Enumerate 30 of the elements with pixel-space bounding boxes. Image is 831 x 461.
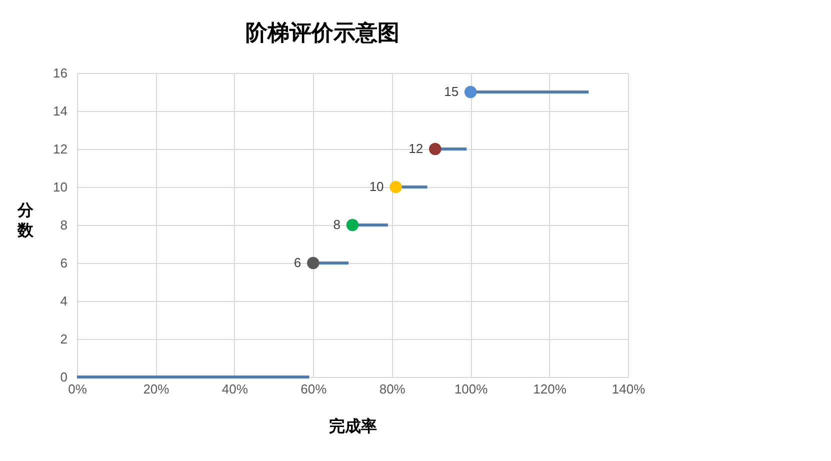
- point: [464, 86, 477, 98]
- data-label: 6: [294, 255, 302, 270]
- x-tick-label: 20%: [143, 382, 170, 396]
- y-tick-label: 12: [53, 142, 68, 156]
- x-tick-label: 40%: [222, 382, 248, 396]
- data-label: 8: [333, 217, 340, 232]
- data-label: 10: [369, 179, 384, 194]
- y-tick-label: 8: [60, 218, 68, 232]
- x-tick-label: 60%: [300, 382, 328, 396]
- chart-title: 阶梯评价示意图: [246, 20, 400, 45]
- y-tick-label: 6: [60, 256, 68, 270]
- point: [307, 256, 320, 270]
- x-tick-label: 140%: [612, 382, 646, 396]
- point: [390, 180, 402, 194]
- x-tick-label: 80%: [379, 382, 406, 396]
- data-label: 15: [444, 84, 459, 99]
- x-axis-title: 完成率: [329, 416, 377, 436]
- point: [429, 142, 442, 156]
- y-tick-label: 0: [60, 370, 68, 384]
- x-tick-label: 0%: [68, 382, 88, 396]
- y-tick-label: 2: [60, 332, 68, 346]
- y-tick-label: 10: [53, 180, 68, 194]
- x-tick-label: 120%: [533, 382, 567, 396]
- data-label: 12: [408, 141, 424, 156]
- y-tick-label: 4: [60, 294, 68, 308]
- x-tick-label: 100%: [454, 382, 488, 396]
- y-tick-label: 14: [53, 104, 68, 118]
- y-axis-title: 分数: [16, 202, 34, 240]
- y-tick-label: 16: [53, 66, 68, 80]
- point: [346, 218, 359, 232]
